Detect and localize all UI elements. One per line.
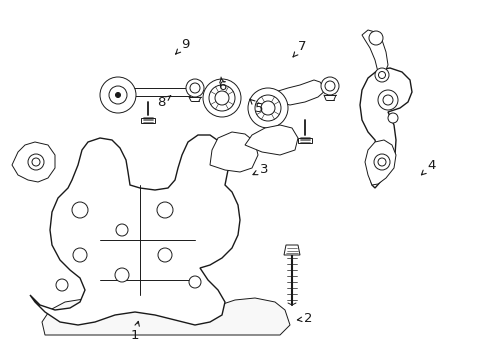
Circle shape xyxy=(378,72,385,78)
Text: 6: 6 xyxy=(218,77,226,93)
Polygon shape xyxy=(359,68,411,188)
Circle shape xyxy=(100,77,136,113)
Polygon shape xyxy=(141,118,155,123)
Text: 2: 2 xyxy=(297,312,312,325)
Polygon shape xyxy=(361,30,387,72)
Polygon shape xyxy=(274,80,325,112)
Circle shape xyxy=(377,90,397,110)
Circle shape xyxy=(190,83,200,93)
Polygon shape xyxy=(284,245,299,255)
Circle shape xyxy=(189,276,201,288)
Polygon shape xyxy=(244,125,297,155)
Polygon shape xyxy=(42,295,289,335)
Circle shape xyxy=(247,88,287,128)
Circle shape xyxy=(32,158,40,166)
Text: 4: 4 xyxy=(421,159,435,175)
Text: 5: 5 xyxy=(249,99,263,114)
Circle shape xyxy=(382,95,392,105)
Text: 9: 9 xyxy=(175,38,189,54)
Text: 7: 7 xyxy=(292,40,306,57)
Circle shape xyxy=(158,248,172,262)
Circle shape xyxy=(320,77,338,95)
Polygon shape xyxy=(134,88,190,96)
Circle shape xyxy=(185,79,203,97)
Circle shape xyxy=(373,154,389,170)
Circle shape xyxy=(115,93,120,98)
Circle shape xyxy=(368,31,382,45)
Circle shape xyxy=(254,95,281,121)
Polygon shape xyxy=(12,142,55,182)
Text: 3: 3 xyxy=(252,163,268,176)
Circle shape xyxy=(374,68,388,82)
Circle shape xyxy=(157,202,173,218)
Polygon shape xyxy=(30,135,240,325)
Circle shape xyxy=(115,268,129,282)
Circle shape xyxy=(28,154,44,170)
Circle shape xyxy=(56,279,68,291)
Circle shape xyxy=(72,202,88,218)
Circle shape xyxy=(387,113,397,123)
Circle shape xyxy=(377,158,385,166)
Circle shape xyxy=(215,91,228,105)
Circle shape xyxy=(203,79,241,117)
Circle shape xyxy=(325,81,334,91)
Polygon shape xyxy=(209,132,258,172)
Circle shape xyxy=(109,86,127,104)
Circle shape xyxy=(73,248,87,262)
Polygon shape xyxy=(364,140,395,185)
Text: 8: 8 xyxy=(157,96,170,109)
Polygon shape xyxy=(297,138,311,143)
Circle shape xyxy=(116,224,128,236)
Circle shape xyxy=(261,101,274,115)
Circle shape xyxy=(208,85,235,111)
Text: 1: 1 xyxy=(130,321,139,342)
